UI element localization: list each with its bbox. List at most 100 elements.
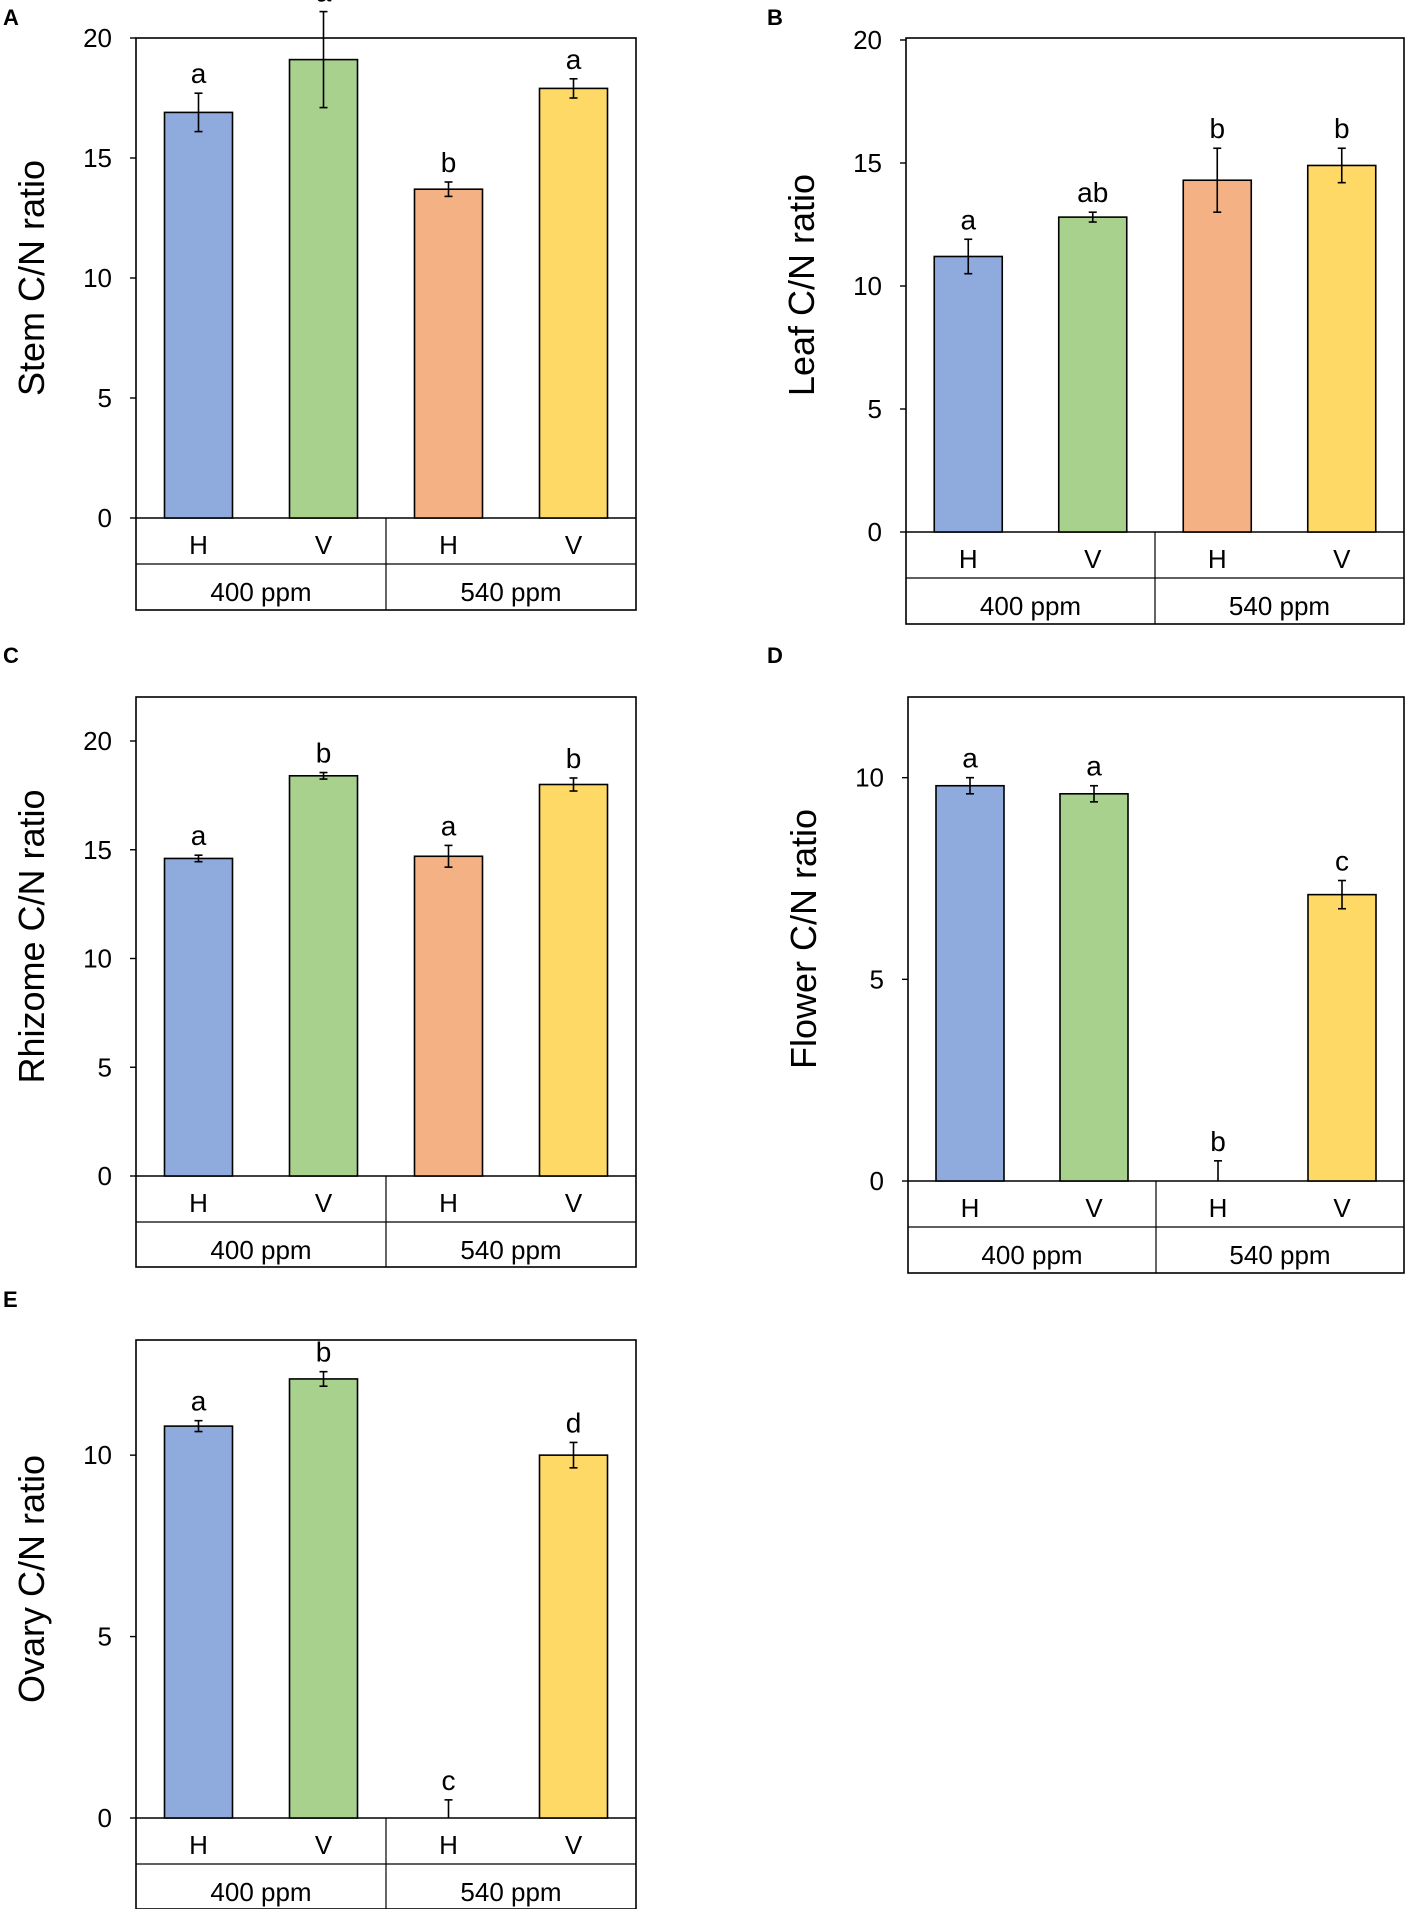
y-tick-label: 20 <box>853 25 882 55</box>
significance-letter: ab <box>1077 177 1108 208</box>
category-label: H <box>1209 1193 1228 1223</box>
y-tick-label: 5 <box>98 1052 112 1082</box>
y-axis-title: Rhizome C/N ratio <box>11 789 52 1083</box>
y-tick-label: 0 <box>98 1161 112 1191</box>
category-label: V <box>1085 1193 1103 1223</box>
group-label: 540 ppm <box>460 577 561 607</box>
category-label: H <box>959 544 978 574</box>
bar <box>413 188 484 519</box>
significance-letter: b <box>1334 113 1350 144</box>
bar <box>538 783 609 1177</box>
category-label: H <box>189 1830 208 1860</box>
panel-letter: E <box>3 1287 18 1312</box>
significance-letter: b <box>316 738 332 769</box>
bar <box>413 855 484 1177</box>
category-label: V <box>565 530 583 560</box>
bar <box>1307 893 1377 1182</box>
significance-letter: a <box>191 58 207 89</box>
significance-letter: b <box>441 147 457 178</box>
category-label: H <box>439 1188 458 1218</box>
significance-letter: b <box>1209 113 1225 144</box>
y-axis-title: Flower C/N ratio <box>783 809 824 1069</box>
category-label: V <box>565 1188 583 1218</box>
y-tick-label: 5 <box>868 394 882 424</box>
plot-frame <box>135 1339 637 1909</box>
y-axis-title: Leaf C/N ratio <box>781 174 822 396</box>
bar <box>163 857 234 1177</box>
y-tick-label: 15 <box>83 835 112 865</box>
category-label: V <box>1084 544 1102 574</box>
group-label: 400 ppm <box>980 591 1081 621</box>
panel-letter: D <box>767 643 783 668</box>
significance-letter: c <box>442 1765 456 1796</box>
bar <box>1306 164 1377 533</box>
bar <box>538 1454 609 1819</box>
significance-letter: a <box>441 810 457 841</box>
bar <box>935 784 1005 1182</box>
bar <box>163 1425 234 1819</box>
y-tick-label: 10 <box>853 271 882 301</box>
category-label: V <box>315 1830 333 1860</box>
significance-letter: a <box>566 44 582 75</box>
y-tick-label: 0 <box>98 503 112 533</box>
significance-letter: b <box>1210 1126 1226 1157</box>
y-tick-label: 15 <box>853 148 882 178</box>
y-tick-label: 0 <box>98 1803 112 1833</box>
panel-letter: C <box>3 643 19 668</box>
category-label: H <box>439 1830 458 1860</box>
category-label: V <box>315 1188 333 1218</box>
category-label: H <box>1208 544 1227 574</box>
category-label: V <box>1333 544 1351 574</box>
y-tick-label: 15 <box>83 143 112 173</box>
y-axis-title: Stem C/N ratio <box>11 160 52 396</box>
bar <box>1182 179 1253 533</box>
group-label: 540 ppm <box>460 1877 561 1907</box>
group-label: 400 ppm <box>210 1235 311 1265</box>
bar <box>288 774 359 1177</box>
bar <box>1057 216 1128 533</box>
y-tick-label: 10 <box>83 263 112 293</box>
significance-letter: a <box>1086 751 1102 782</box>
bar <box>288 58 359 519</box>
group-label: 540 ppm <box>460 1235 561 1265</box>
significance-letter: a <box>960 204 976 235</box>
category-label: V <box>1333 1193 1351 1223</box>
y-tick-label: 5 <box>98 383 112 413</box>
y-tick-label: 10 <box>855 763 884 793</box>
y-tick-label: 5 <box>870 964 884 994</box>
significance-letter: a <box>962 743 978 774</box>
bar <box>163 111 234 519</box>
group-label: 400 ppm <box>210 1877 311 1907</box>
y-tick-label: 20 <box>83 23 112 53</box>
significance-letter: b <box>566 743 582 774</box>
y-tick-label: 20 <box>83 726 112 756</box>
y-axis-title: Ovary C/N ratio <box>11 1455 52 1703</box>
category-label: V <box>565 1830 583 1860</box>
bar <box>933 255 1004 533</box>
category-label: H <box>961 1193 980 1223</box>
group-label: 540 ppm <box>1229 1240 1330 1270</box>
y-tick-label: 10 <box>83 944 112 974</box>
significance-letter: a <box>191 1386 207 1417</box>
significance-letter: c <box>1335 846 1349 877</box>
significance-letter: a <box>191 820 207 851</box>
y-tick-label: 0 <box>870 1166 884 1196</box>
panel-letter: B <box>767 5 783 30</box>
category-label: H <box>189 1188 208 1218</box>
bar <box>288 1378 359 1819</box>
significance-letter: a <box>316 0 332 8</box>
bar <box>538 87 609 519</box>
bar <box>1059 792 1129 1182</box>
category-label: H <box>439 530 458 560</box>
category-label: H <box>189 530 208 560</box>
y-tick-label: 10 <box>83 1440 112 1470</box>
significance-letter: d <box>566 1407 582 1438</box>
significance-letter: b <box>316 1337 332 1368</box>
group-label: 400 ppm <box>210 577 311 607</box>
